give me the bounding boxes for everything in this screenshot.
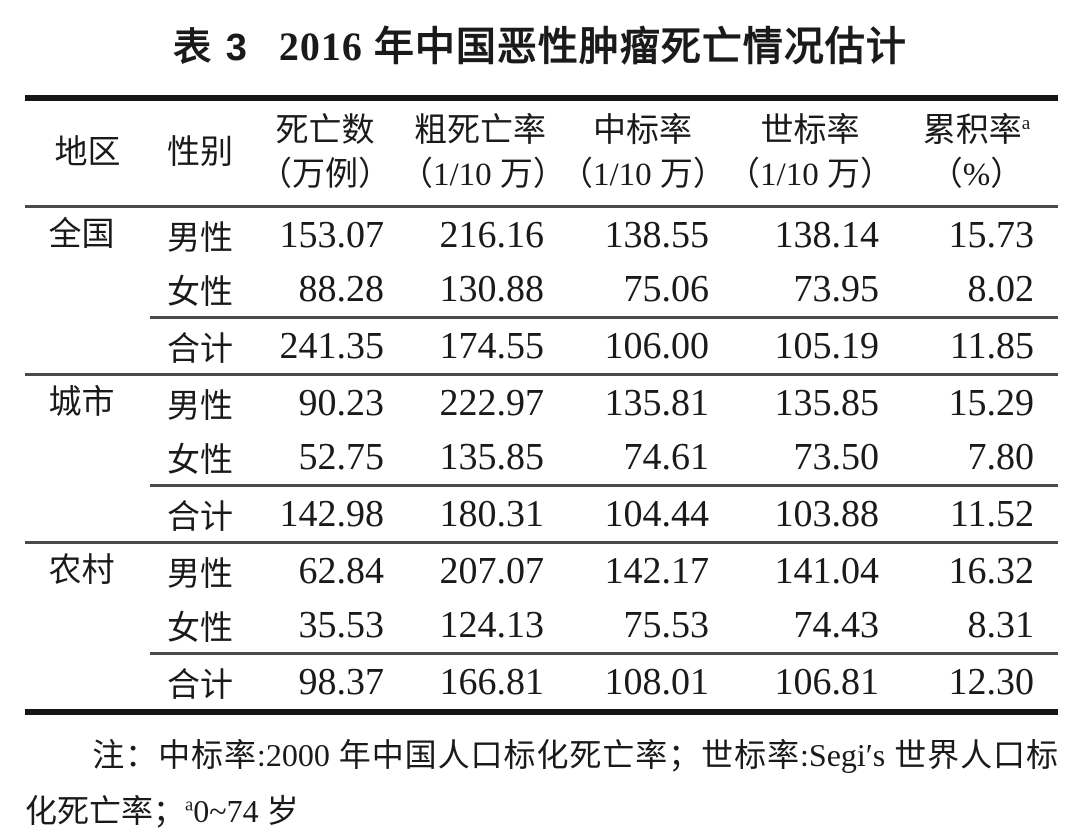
value-cell: 74.61	[623, 436, 710, 478]
value-cell: 98.37	[250, 652, 400, 712]
value-cell: 142.17	[604, 550, 710, 592]
value-cell: 106.00	[560, 316, 725, 376]
value-cell: 216.16	[439, 214, 545, 256]
col-header-crude-rate: 粗死亡率 （1/10 万）	[400, 98, 566, 208]
value-cell: 138.14	[774, 214, 880, 256]
table-title: 2016 年中国恶性肿瘤死亡情况估计	[278, 24, 907, 69]
col-header-world-std-rate: 世标率 （1/10 万）	[725, 98, 895, 208]
value-cell: 135.85	[774, 382, 880, 424]
footnote-tail: 0~74 岁	[193, 793, 299, 829]
value-cell: 222.97	[439, 382, 545, 424]
value-cell: 8.31	[967, 604, 1035, 646]
value-cell: 135.85	[439, 436, 545, 478]
value-cell: 103.88	[725, 484, 895, 544]
col-unit-cumulative-rate: （%）	[929, 157, 1024, 193]
value-cell: 7.80	[967, 436, 1035, 478]
region-group-urban: 城市 男性 90.23 222.97 135.81 135.85 15.29 女…	[25, 374, 1058, 544]
col-unit-china-std-rate: （1/10 万）	[560, 157, 726, 193]
value-cell: 108.01	[560, 652, 725, 712]
col-header-deaths: 死亡数 （万例）	[250, 98, 400, 208]
region-group-rural: 农村 男性 62.84 207.07 142.17 141.04 16.32 女…	[25, 543, 1058, 712]
table-number: 表 3	[173, 27, 249, 69]
value-cell: 11.52	[895, 484, 1058, 544]
value-cell: 73.50	[793, 436, 880, 478]
value-cell: 75.06	[623, 268, 710, 310]
sex-label: 合计	[150, 652, 250, 712]
sex-label: 女性	[167, 275, 233, 311]
value-cell: 106.81	[725, 652, 895, 712]
table-row: 城市 男性 90.23 222.97 135.81 135.85 15.29	[25, 374, 1058, 544]
value-cell: 15.73	[948, 214, 1035, 256]
value-cell: 16.32	[948, 550, 1035, 592]
col-unit-deaths: （万例）	[259, 157, 391, 193]
table-caption: 表 3 2016 年中国恶性肿瘤死亡情况估计	[0, 0, 1080, 75]
value-cell: 241.35	[250, 316, 400, 376]
sex-label: 合计	[150, 484, 250, 544]
table-row-total: 合计 241.35 174.55 106.00 105.19 11.85	[25, 316, 1058, 376]
value-cell: 180.31	[400, 484, 560, 544]
table-row: 农村 男性 62.84 207.07 142.17 141.04 16.32	[25, 543, 1058, 599]
footnote-marker-a: a	[1021, 113, 1031, 134]
sex-label: 女性	[167, 443, 233, 479]
value-cell: 73.95	[793, 268, 880, 310]
sex-label: 女性	[167, 611, 233, 647]
value-cell: 8.02	[967, 268, 1035, 310]
value-cell: 104.44	[560, 484, 725, 544]
value-cell: 105.19	[725, 316, 895, 376]
table-footnote: 注：中标率:2000 年中国人口标化死亡率；世标率:Segi′s 世界人口标化死…	[25, 727, 1058, 839]
table-header: 地区 性别 死亡数 （万例） 粗死亡率 （1/10 万） 中标率 （1/10 万…	[25, 98, 1058, 208]
region-label: 城市	[25, 374, 150, 544]
value-cell: 142.98	[250, 484, 400, 544]
table-row: 女性 35.53 124.13 75.53 74.43 8.31	[25, 598, 1058, 654]
header-row: 地区 性别 死亡数 （万例） 粗死亡率 （1/10 万） 中标率 （1/10 万…	[25, 98, 1058, 208]
sex-label: 男性	[167, 389, 233, 425]
value-cell: 135.81	[604, 382, 710, 424]
col-header-cumulative-rate: 累积率a （%）	[895, 98, 1058, 208]
value-cell: 11.85	[895, 316, 1058, 376]
sex-label: 男性	[167, 557, 233, 593]
region-label: 农村	[48, 553, 115, 589]
mortality-table: 地区 性别 死亡数 （万例） 粗死亡率 （1/10 万） 中标率 （1/10 万…	[25, 95, 1058, 715]
value-cell: 174.55	[400, 316, 560, 376]
footnote-lead: 注：	[92, 737, 159, 773]
value-cell: 62.84	[298, 550, 385, 592]
value-cell: 88.28	[298, 268, 385, 310]
value-cell: 141.04	[774, 550, 880, 592]
value-cell: 124.13	[439, 604, 545, 646]
col-header-sex: 性别	[150, 98, 250, 208]
sex-label: 男性	[167, 221, 233, 257]
value-cell: 12.30	[895, 652, 1058, 712]
sex-label: 合计	[150, 316, 250, 376]
col-unit-world-std-rate: （1/10 万）	[727, 157, 893, 193]
value-cell: 74.43	[793, 604, 880, 646]
table-row-total: 合计 98.37 166.81 108.01 106.81 12.30	[25, 652, 1058, 712]
footnote-marker-a: a	[185, 794, 194, 816]
value-cell: 130.88	[439, 268, 545, 310]
table-row: 女性 88.28 130.88 75.06 73.95 8.02	[25, 262, 1058, 318]
table-row-total: 合计 142.98 180.31 104.44 103.88 11.52	[25, 484, 1058, 544]
region-group-national: 全国 男性 153.07 216.16 138.55 138.14 15.73 …	[25, 206, 1058, 376]
value-cell: 15.29	[948, 382, 1035, 424]
table-row: 女性 52.75 135.85 74.61 73.50 7.80	[25, 430, 1058, 486]
value-cell: 90.23	[298, 382, 385, 424]
value-cell: 35.53	[298, 604, 385, 646]
value-cell: 207.07	[439, 550, 545, 592]
value-cell: 138.55	[604, 214, 710, 256]
col-header-region: 地区	[25, 98, 150, 208]
value-cell: 75.53	[623, 604, 710, 646]
region-label: 全国	[25, 206, 150, 376]
value-cell: 153.07	[279, 214, 385, 256]
table-row: 全国 男性 153.07 216.16 138.55 138.14 15.73	[25, 206, 1058, 376]
col-unit-crude-rate: （1/10 万）	[400, 157, 566, 193]
value-cell: 166.81	[400, 652, 560, 712]
col-header-china-std-rate: 中标率 （1/10 万）	[560, 98, 726, 208]
footnote-body: 中标率:2000 年中国人口标化死亡率；世标率:Segi′s 世界人口标化死亡率…	[25, 737, 1058, 829]
value-cell: 52.75	[298, 436, 385, 478]
